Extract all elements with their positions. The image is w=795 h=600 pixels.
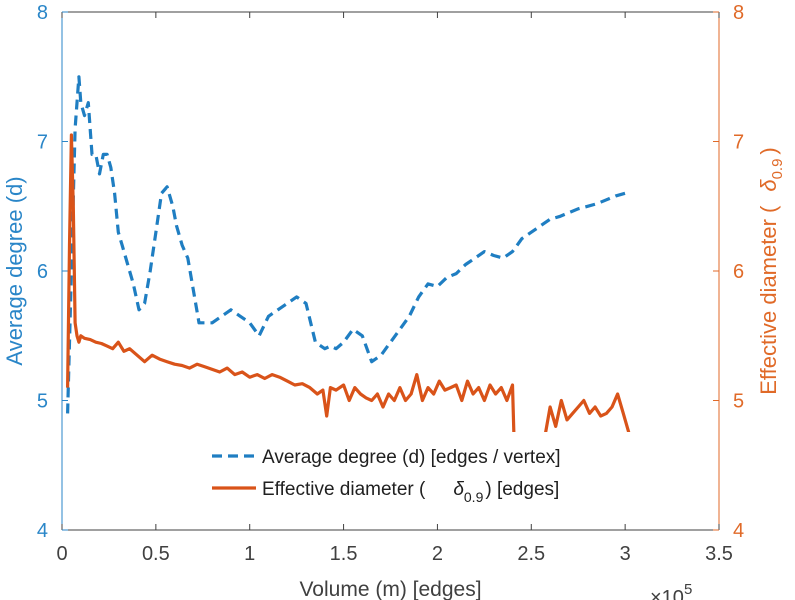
left-y-tick-label: 5 <box>37 391 48 413</box>
x-tick-label: 1.5 <box>330 543 358 565</box>
right-y-axis-title-prefix: Effective diameter ( <box>756 205 781 395</box>
legend-background <box>200 432 655 510</box>
x-tick-label: 3 <box>620 543 631 565</box>
right-y-tick-label: 6 <box>733 261 744 283</box>
right-y-tick-label: 7 <box>733 132 744 154</box>
legend-label-average-degree: Average degree (d) [edges / vertex] <box>262 447 561 468</box>
left-y-tick-label: 4 <box>37 520 48 542</box>
x-tick-label: 0.5 <box>142 543 170 565</box>
right-y-tick-label: 4 <box>733 520 744 542</box>
left-y-tick-label: 8 <box>37 2 48 24</box>
right-y-axis-title: Effective diameter ( δ0.9) <box>756 147 786 395</box>
right-y-tick-label: 8 <box>733 2 744 24</box>
right-y-tick-label: 5 <box>733 391 744 413</box>
legend-label-effective-diameter-prefix: Effective diameter ( <box>262 479 426 500</box>
legend-label-effective-diameter-subscript: 0.9 <box>464 489 484 505</box>
x-axis-exponent: ×105 <box>650 581 692 600</box>
x-tick-label: 0 <box>56 543 67 565</box>
legend-label-effective-diameter-suffix: ) [edges] <box>485 479 559 500</box>
right-y-axis-title-symbol: δ <box>756 179 781 192</box>
x-tick-label: 1 <box>244 543 255 565</box>
axis-labels: Volume (m) [edges] ×105 Average degree (… <box>2 147 786 600</box>
series-line-effective-diameter <box>66 133 631 454</box>
left-y-tick-label: 6 <box>37 261 48 283</box>
legend-label-effective-diameter-symbol: δ <box>453 479 464 500</box>
right-y-axis-title-subscript: 0.9 <box>769 159 786 180</box>
x-tick-label: 2 <box>432 543 443 565</box>
series-lines <box>66 75 631 454</box>
x-tick-label: 3.5 <box>705 543 733 565</box>
legend-label-effective-diameter: Effective diameter ( δ0.9) [edges] <box>262 479 559 505</box>
x-tick-label: 2.5 <box>517 543 545 565</box>
x-axis-title: Volume (m) [edges] <box>299 578 481 600</box>
x-axis-exponent-base: ×10 <box>650 587 684 600</box>
right-y-axis-title-suffix: ) <box>756 147 781 154</box>
left-y-axis-title: Average degree (d) <box>2 176 27 365</box>
left-y-tick-label: 7 <box>37 132 48 154</box>
legend: Average degree (d) [edges / vertex] Effe… <box>200 432 655 510</box>
x-axis-exponent-power: 5 <box>684 581 692 598</box>
series-line-average-degree <box>66 75 626 414</box>
